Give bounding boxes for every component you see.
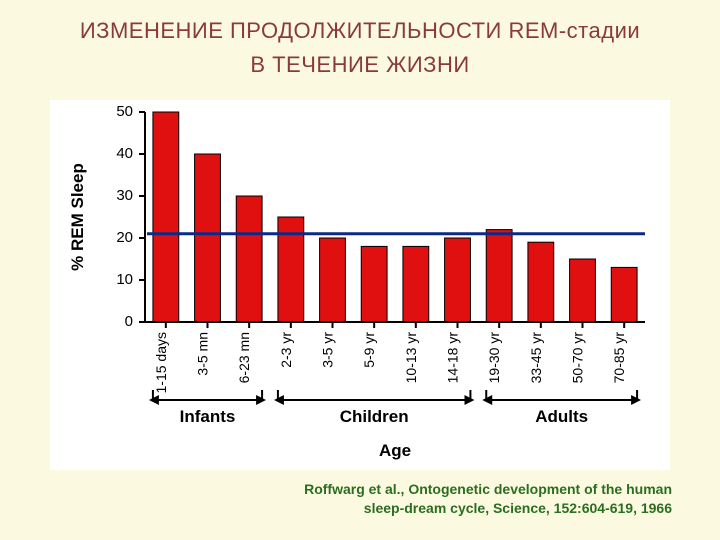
x-axis-label: Age xyxy=(379,441,411,460)
x-category-label: 10-13 yr xyxy=(403,332,419,384)
bar xyxy=(361,246,387,322)
title-line-1: ИЗМЕНЕНИЕ ПРОДОЛЖИТЕЛЬНОСТИ REM-стадии xyxy=(80,18,640,43)
y-tick-label: 50 xyxy=(116,103,133,120)
title-line-2: В ТЕЧЕНИЕ ЖИЗНИ xyxy=(0,52,720,78)
slide: ИЗМЕНЕНИЕ ПРОДОЛЖИТЕЛЬНОСТИ REM-стадии В… xyxy=(0,0,720,540)
bar xyxy=(445,238,471,322)
citation-line-2: sleep-dream cycle, Science, 152:604-619,… xyxy=(304,499,672,518)
y-tick-label: 40 xyxy=(116,145,133,162)
x-category-label: 5-9 yr xyxy=(361,332,377,368)
x-category-label: 2-3 yr xyxy=(278,332,294,368)
bar xyxy=(528,242,554,322)
bar xyxy=(486,230,512,322)
bar xyxy=(320,238,346,322)
bar xyxy=(195,154,221,322)
citation-line-1: Roffwarg et al., Ontogenetic development… xyxy=(304,480,672,499)
age-group-label: Adults xyxy=(535,407,588,426)
age-group-label: Infants xyxy=(180,407,236,426)
bar xyxy=(611,267,637,322)
x-category-label: 19-30 yr xyxy=(486,332,502,384)
x-category-label: 3-5 yr xyxy=(320,332,336,368)
x-category-label: 3-5 mn xyxy=(195,332,211,376)
bar xyxy=(236,196,262,322)
x-category-label: 70-85 yr xyxy=(611,332,627,384)
citation: Roffwarg et al., Ontogenetic development… xyxy=(304,480,672,518)
x-category-label: 14-18 yr xyxy=(445,332,461,384)
y-tick-label: 10 xyxy=(116,271,133,288)
y-axis-label: % REM Sleep xyxy=(68,163,87,271)
bar xyxy=(570,259,596,322)
y-tick-label: 0 xyxy=(125,313,133,330)
bar xyxy=(153,112,179,322)
bar xyxy=(403,246,429,322)
x-category-label: 50-70 yr xyxy=(570,332,586,384)
x-category-label: 33-45 yr xyxy=(528,332,544,384)
y-tick-label: 30 xyxy=(116,187,133,204)
y-tick-label: 20 xyxy=(116,229,133,246)
rem-sleep-bar-chart: 0 10 20 30 40 50 1-15 days 3-5 mn 6-23 mn 2-3 yr 3… xyxy=(50,100,670,470)
age-group-label: Children xyxy=(340,407,409,426)
x-category-label: 1-15 days xyxy=(153,332,169,393)
chart-container: 0 10 20 30 40 50 1-15 days 3-5 mn 6-23 mn 2-3 yr 3… xyxy=(50,100,670,470)
slide-title: ИЗМЕНЕНИЕ ПРОДОЛЖИТЕЛЬНОСТИ REM-стадии В… xyxy=(0,18,720,78)
x-category-label: 6-23 mn xyxy=(236,332,252,383)
